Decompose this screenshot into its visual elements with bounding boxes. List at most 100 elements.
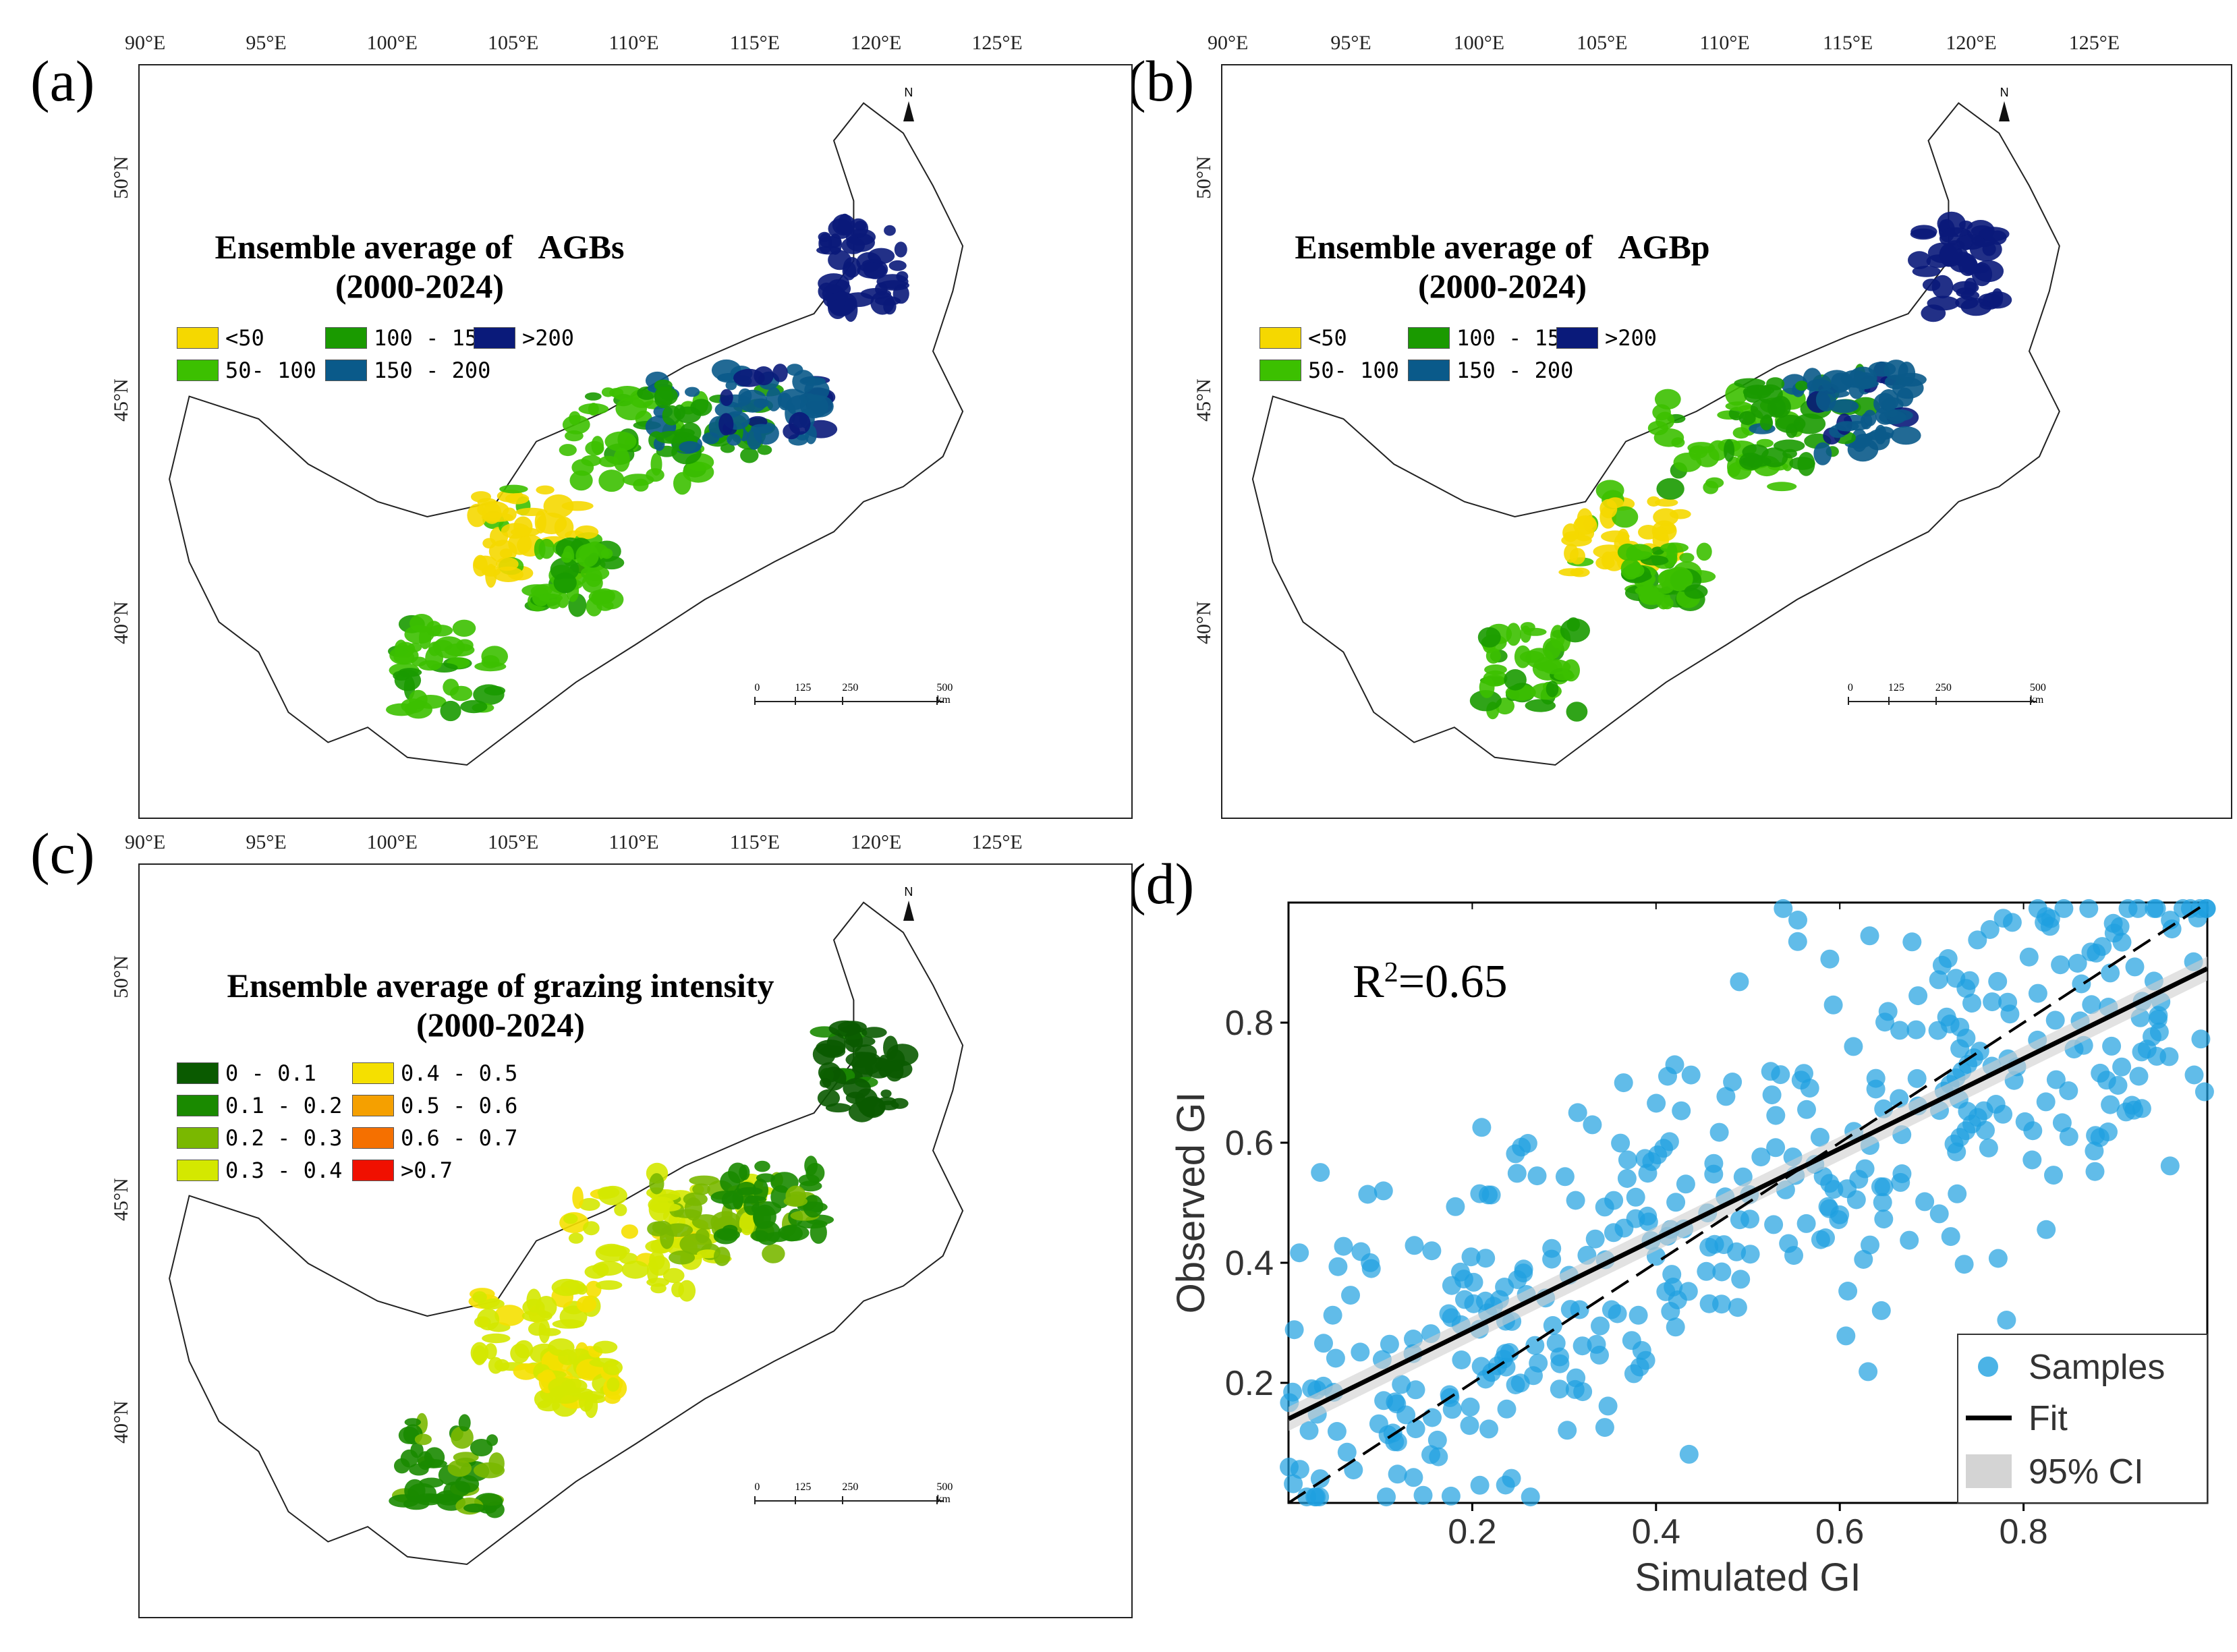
grassland-patch [535,1296,557,1319]
grassland-patch [1793,413,1826,434]
scale-label: 250 [842,682,859,694]
sample-point [1731,1270,1751,1289]
sample-point [1327,1422,1347,1441]
grassland-patch [1570,567,1590,577]
legend-title: Ensemble average of AGBs (2000-2024) [177,227,662,306]
legend-label: 0.6 - 0.7 [401,1125,518,1151]
legend-item: >0.7 [352,1158,453,1183]
sample-point [1326,1348,1345,1368]
grassland-patch [484,685,506,695]
sample-point [1406,1419,1425,1439]
grassland-patch [1815,388,1836,411]
grassland-patch [1761,447,1788,467]
grassland-patch [646,1259,659,1284]
sample-point [1377,1487,1396,1507]
legend-item: 0.2 - 0.3 [177,1125,342,1151]
legend-title-line2: (2000-2024) [1418,267,1587,305]
sample-point [1774,899,1793,918]
sample-point [1796,1214,1816,1233]
sample-point [1514,1263,1533,1283]
lat-tick-label: 50°N [110,955,132,998]
sample-point [1727,1242,1747,1261]
legend-swatch [325,327,367,349]
grassland-patch [812,1043,836,1066]
legend-label: 0.5 - 0.6 [401,1093,518,1118]
legend-item: 0.1 - 0.2 [177,1093,342,1118]
grassland-patch [486,1434,499,1446]
sample-point [2028,984,2047,1003]
grassland-patch [716,1228,740,1241]
legend-label: 0 - 0.1 [225,1060,316,1086]
sample-point [1598,1396,1618,1416]
sample-point [2052,1113,2072,1133]
lon-tick-label: 120°E [851,831,902,853]
scale-bar: 0 125 250 500 km [754,1481,957,1508]
grassland-patch [649,1173,664,1195]
sample-point [1280,1457,1299,1477]
grassland-patch [499,548,513,559]
sample-point [1328,1257,1348,1276]
legend-title-line2: (2000-2024) [335,267,504,305]
grassland-patch [766,387,782,411]
legend-label: Samples [2029,1348,2165,1387]
scale-bar: 0 125 250 500 km [1847,682,2050,709]
north-label: N [904,885,913,899]
sample-point [1816,1228,1835,1247]
north-label: N [2000,86,2009,99]
grassland-patch [1612,506,1639,528]
legend-label: 0.2 - 0.3 [225,1125,343,1151]
sample-point [1386,1392,1405,1412]
x-tick-label: 0.8 [1999,1512,2047,1551]
sample-point [1479,1185,1498,1205]
sample-point [1502,1469,1521,1488]
sample-point [2124,1100,2144,1120]
sample-point [2129,1066,2149,1086]
grassland-patch [1684,584,1708,599]
sample-point [2162,919,2182,939]
grassland-patch [868,248,895,264]
region-map [169,102,964,766]
sample-point [1622,1331,1641,1350]
grassland-patch [467,503,487,528]
grassland-patch [740,447,759,463]
sample-point [2072,974,2091,994]
sample-point [2068,954,2087,973]
grassland-patch [1982,241,1996,256]
grassland-patch [1601,530,1630,542]
grassland-patch [613,448,630,472]
legend-item: 0.6 - 0.7 [352,1125,517,1151]
sample-point [1762,1085,1782,1105]
sample-point [1980,920,2000,939]
legend-label: 0.1 - 0.2 [225,1093,343,1118]
sample-point [1461,1247,1481,1267]
grassland-patch [1739,453,1763,470]
legend-label: <50 [225,325,264,351]
lon-tick-label: 110°E [608,831,659,853]
legend-swatch [1259,327,1301,349]
grassland-patch [1795,380,1809,391]
grassland-patch [393,650,415,664]
grassland-patch [492,566,524,583]
grassland-patch [604,431,637,452]
sample-point [1813,1166,1833,1186]
legend-title-line2: (2000-2024) [416,1006,585,1044]
sample-point [1890,1021,1910,1040]
grassland-patch [1664,567,1693,592]
sample-point [1712,1294,1731,1314]
sample-point [1423,1408,1442,1427]
grassland-patch [599,556,625,570]
sample-point [1475,1291,1495,1311]
scale-bar: 0 125 250 500 km [754,682,957,709]
sample-point [1341,1286,1360,1305]
sample-point [1337,1442,1357,1462]
grassland-patch [1469,690,1502,712]
sample-point [1906,1020,1926,1039]
grassland-patch [458,1414,471,1431]
grassland-patch [569,470,593,491]
grassland-patch [817,1089,840,1107]
grassland-patch [559,444,577,457]
grassland-patch [1971,262,1993,287]
sample-point [2082,995,2101,1015]
legend-title: Ensemble average of grazing intensity (20… [177,966,824,1044]
legend-swatch [474,327,515,349]
